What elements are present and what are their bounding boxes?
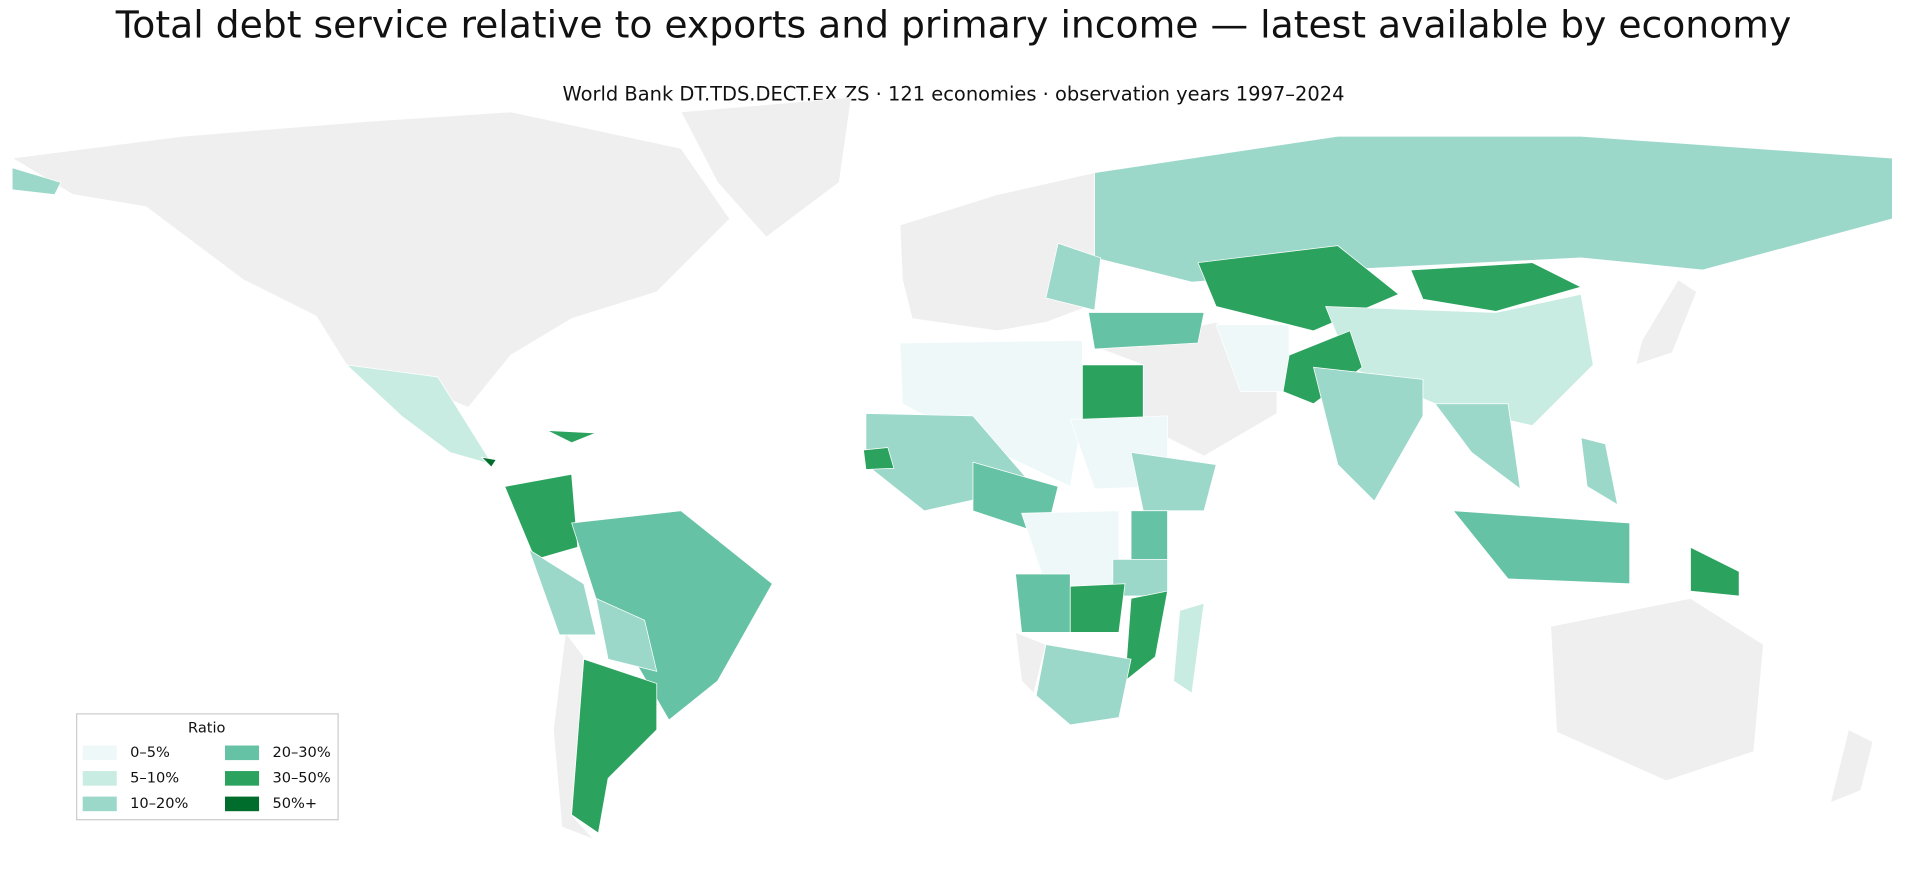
map: [11, 96, 1893, 840]
japan: [1635, 279, 1698, 366]
philippines: [1580, 437, 1619, 506]
bolivia: [595, 597, 658, 672]
india: [1313, 366, 1424, 502]
papua-new-guinea: [1690, 546, 1740, 597]
legend: Ratio 0–5% 5–10% 10–20% 20–30% 30–50% 50%+: [76, 713, 339, 821]
tanzania: [1112, 559, 1168, 597]
legend-box: [76, 713, 339, 821]
mozambique: [1124, 590, 1169, 682]
argentina: [571, 658, 658, 834]
zambia: [1069, 583, 1126, 633]
legend-label: 10–20%: [130, 795, 188, 812]
europe: [899, 172, 1095, 332]
legend-swatch: [225, 771, 260, 786]
legend-swatch: [225, 745, 260, 761]
subtitle: World Bank DT.TDS.DECT.EX.ZS · 121 econo…: [563, 82, 1345, 105]
russia: [1094, 135, 1893, 283]
legend-label: 30–50%: [272, 769, 330, 786]
southeast-asia: [1434, 403, 1521, 490]
alaska-region: [11, 167, 62, 195]
egypt: [1082, 364, 1144, 420]
legend-swatch: [82, 796, 117, 812]
central-america-dark: [480, 456, 497, 468]
north-africa: [899, 340, 1083, 488]
legend-title: Ratio: [188, 719, 226, 736]
colombia: [504, 473, 579, 560]
ethiopia: [1130, 451, 1217, 512]
legend-swatch: [82, 745, 117, 761]
legend-swatch: [225, 796, 260, 812]
caribbean: [547, 430, 597, 444]
australia: [1550, 597, 1764, 782]
eastern-europe: [1045, 242, 1102, 311]
mongolia: [1410, 262, 1583, 312]
new-zealand: [1829, 729, 1874, 804]
chile: [553, 631, 594, 840]
legend-label: 20–30%: [272, 744, 330, 761]
indonesia: [1452, 510, 1631, 585]
turkey: [1088, 312, 1205, 350]
legend-label: 0–5%: [130, 744, 170, 761]
southern-africa: [1015, 631, 1047, 694]
kenya: [1130, 510, 1168, 560]
greenland: [680, 96, 852, 238]
north-america: [11, 111, 731, 408]
legend-swatch: [82, 771, 117, 786]
peru: [528, 548, 597, 636]
south-africa: [1035, 644, 1132, 726]
angola: [1015, 573, 1071, 633]
legend-label: 5–10%: [130, 769, 179, 786]
madagascar: [1173, 602, 1205, 694]
legend-label: 50%+: [272, 795, 317, 812]
senegal: [863, 447, 895, 470]
title: Total debt service relative to exports a…: [115, 2, 1792, 46]
